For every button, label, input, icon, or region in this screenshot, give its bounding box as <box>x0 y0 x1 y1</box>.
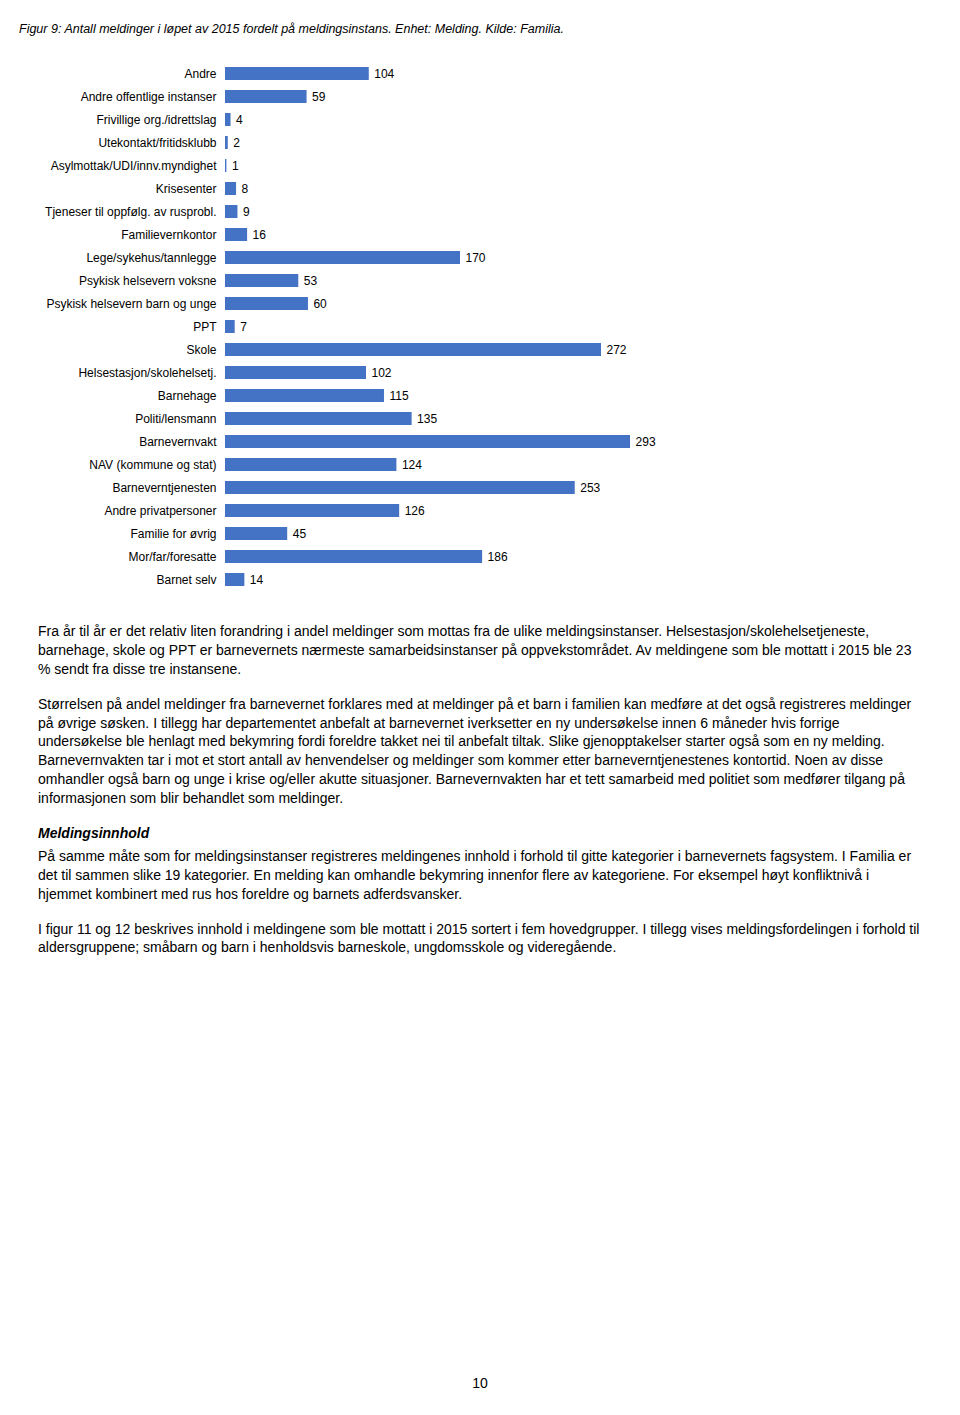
svg-text:Psykisk helsevern voksne: Psykisk helsevern voksne <box>79 274 217 288</box>
svg-text:272: 272 <box>607 343 627 357</box>
svg-text:NAV (kommune og stat): NAV (kommune og stat) <box>89 458 216 472</box>
html-text:Meldingsinnhold: Meldingsinnhold <box>38 825 150 841</box>
svg-text:253: 253 <box>580 481 600 495</box>
svg-text:115: 115 <box>389 389 408 403</box>
svg-text:59: 59 <box>312 90 326 104</box>
svg-text:186: 186 <box>488 550 508 564</box>
svg-text:Andre offentlige instanser: Andre offentlige instanser <box>81 90 217 104</box>
svg-text:124: 124 <box>402 458 422 472</box>
svg-text:9: 9 <box>243 205 250 219</box>
svg-text:Skole: Skole <box>186 343 216 357</box>
html-text:10: 10 <box>472 1375 488 1391</box>
svg-text:135: 135 <box>417 412 437 426</box>
svg-text:4: 4 <box>236 113 243 127</box>
svg-text:Familievernkontor: Familievernkontor <box>121 228 216 242</box>
svg-text:8: 8 <box>242 182 249 196</box>
svg-text:53: 53 <box>304 274 318 288</box>
svg-text:2: 2 <box>233 136 240 150</box>
html-text:Størrelsen på andel meldinger: Størrelsen på andel meldinger fra barnev… <box>38 695 912 807</box>
svg-text:126: 126 <box>405 504 425 518</box>
svg-text:Utekontakt/fritidsklubb: Utekontakt/fritidsklubb <box>98 136 216 150</box>
svg-text:104: 104 <box>374 67 394 81</box>
html-text:I figur 11 og 12 beskrives inn: I figur 11 og 12 beskrives innhold i mel… <box>38 920 920 956</box>
svg-text:102: 102 <box>372 366 392 380</box>
html-text:Figur 9: Antall meldinger i lø: Figur 9: Antall meldinger i løpet av 201… <box>19 22 564 36</box>
svg-text:7: 7 <box>240 320 247 334</box>
svg-text:45: 45 <box>293 527 307 541</box>
svg-text:Asylmottak/UDI/innv.myndighet: Asylmottak/UDI/innv.myndighet <box>51 159 218 173</box>
svg-text:Familie for øvrig: Familie for øvrig <box>130 527 216 541</box>
svg-text:Barnehage: Barnehage <box>158 389 217 403</box>
svg-text:Mor/far/foresatte: Mor/far/foresatte <box>128 550 216 564</box>
svg-text:Lege/sykehus/tannlegge: Lege/sykehus/tannlegge <box>86 251 216 265</box>
svg-text:16: 16 <box>253 228 267 242</box>
svg-text:Politi/lensmann: Politi/lensmann <box>135 412 216 426</box>
svg-text:60: 60 <box>313 297 327 311</box>
svg-text:Helsestasjon/skolehelsetj.: Helsestasjon/skolehelsetj. <box>78 366 216 380</box>
svg-text:1: 1 <box>232 159 239 173</box>
html-text:Fra år til år er det relativ l: Fra år til år er det relativ liten foran… <box>38 623 912 677</box>
svg-text:Barnevernvakt: Barnevernvakt <box>139 435 217 449</box>
svg-text:Andre privatpersoner: Andre privatpersoner <box>104 504 216 518</box>
svg-text:Psykisk helsevern barn og unge: Psykisk helsevern barn og unge <box>46 297 216 311</box>
svg-text:Krisesenter: Krisesenter <box>156 182 217 196</box>
svg-text:293: 293 <box>636 435 656 449</box>
svg-text:Frivillige org./idrettslag: Frivillige org./idrettslag <box>96 113 216 127</box>
html-text:På samme måte som for meldings: På samme måte som for meldingsinstanser … <box>38 847 912 902</box>
svg-text:Tjeneser til oppfølg. av ruspr: Tjeneser til oppfølg. av rusprobl. <box>45 205 216 219</box>
svg-text:Barnet selv: Barnet selv <box>156 573 216 587</box>
svg-text:PPT: PPT <box>193 320 217 334</box>
svg-text:Andre: Andre <box>184 67 216 81</box>
svg-text:Barneverntjenesten: Barneverntjenesten <box>112 481 216 495</box>
svg-text:14: 14 <box>250 573 264 587</box>
svg-text:170: 170 <box>466 251 486 265</box>
